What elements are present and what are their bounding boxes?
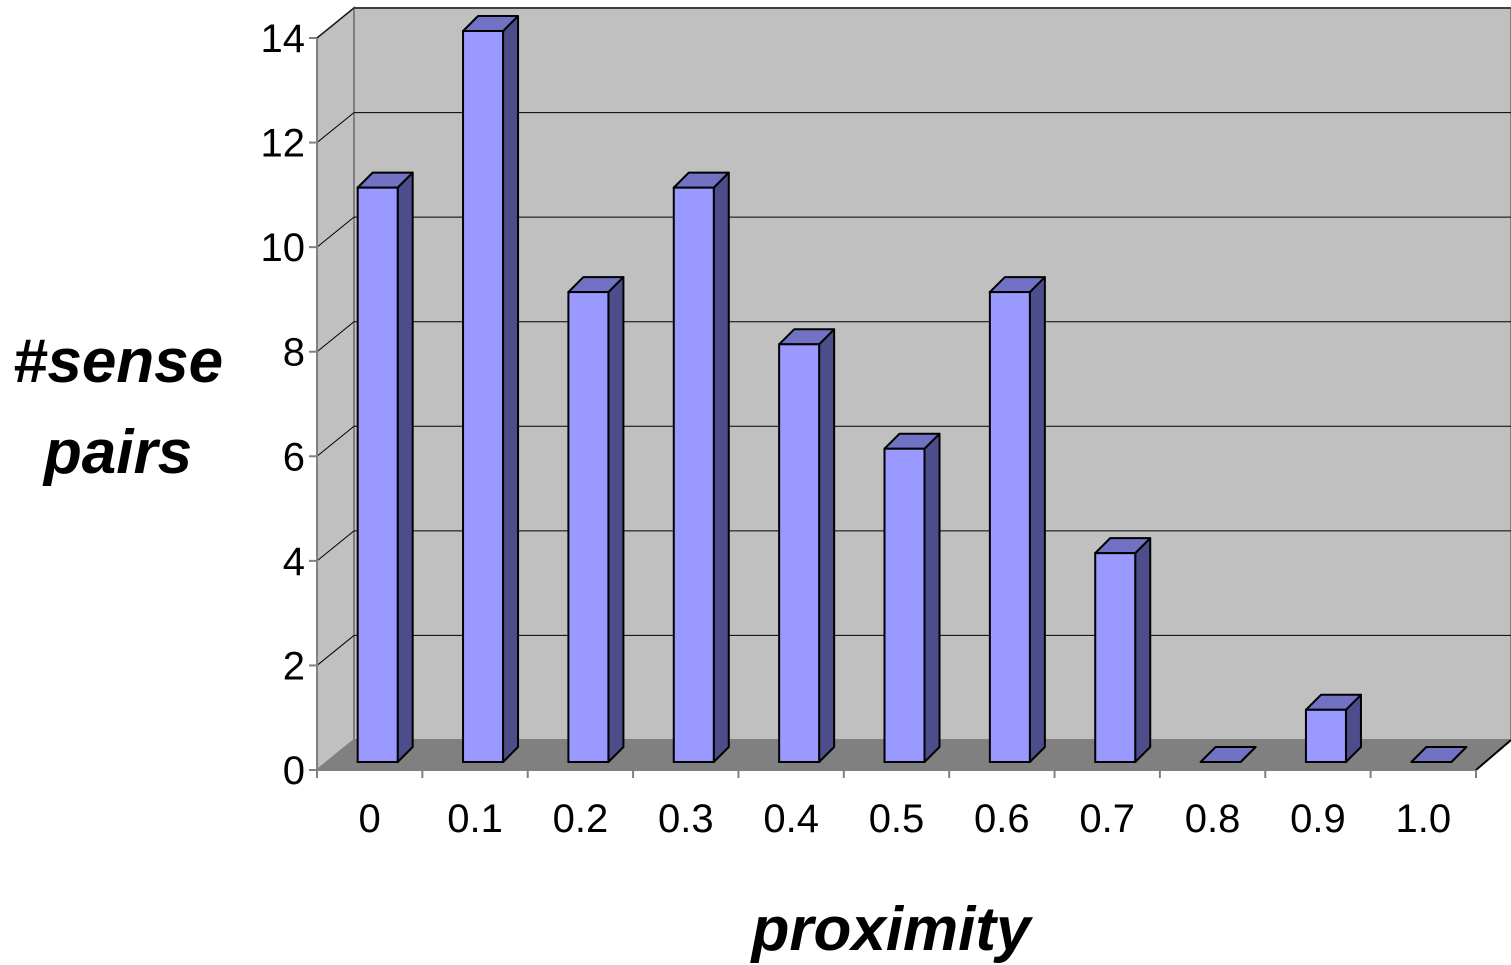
x-tick-label: 0.5 [869, 797, 925, 841]
x-tick-label: 0.6 [974, 797, 1030, 841]
y-tick-label: 12 [261, 122, 306, 166]
bar-front [462, 30, 505, 763]
bar [672, 171, 730, 763]
x-tick-label: 0 [359, 797, 381, 841]
y-tick-label: 0 [283, 749, 305, 793]
bar-side [1134, 537, 1152, 763]
x-ticks: 0 0.1 0.2 0.3 0.4 0.5 0.6 0.7 0.8 0.9 1.0 [316, 770, 1477, 841]
y-tick-label: 8 [283, 331, 305, 375]
bar-side [923, 432, 941, 763]
y-tick-label: 6 [283, 435, 305, 479]
axes [316, 38, 1511, 771]
bar [567, 276, 625, 763]
x-tick-label: 0.2 [553, 797, 609, 841]
x-axis-title: proximity [749, 895, 1034, 964]
x-tick-label: 0.1 [447, 797, 503, 841]
bar-front [1094, 552, 1137, 764]
bar [1410, 746, 1468, 763]
gridline [316, 216, 1511, 248]
x-tick-label: 0.3 [658, 797, 714, 841]
gridline [316, 530, 1511, 562]
bar-side [607, 276, 625, 763]
gridline [316, 321, 1511, 353]
x-tick-label: 0.9 [1290, 797, 1346, 841]
x-tick-label: 0.4 [763, 797, 819, 841]
y-tick-label: 4 [283, 540, 305, 584]
side-wall [316, 5, 355, 773]
bar-front [988, 291, 1031, 763]
floor-right-edge [1475, 739, 1511, 771]
bar-front [672, 186, 715, 763]
bar [778, 328, 836, 763]
y-ticks: 0 2 4 6 8 10 12 14 [261, 17, 317, 793]
gridline [316, 7, 1511, 39]
bar [883, 432, 941, 763]
bar [462, 15, 520, 763]
x-tick-label: 0.7 [1079, 797, 1135, 841]
bar-top [1410, 746, 1468, 763]
bars [356, 15, 1468, 764]
bar-top [1199, 746, 1257, 763]
bar-front [1304, 708, 1347, 763]
x-tick-label: 0.8 [1185, 797, 1241, 841]
bar [356, 171, 414, 763]
bar-front [778, 343, 821, 763]
x-tick-label: 1.0 [1396, 797, 1452, 841]
bar [1199, 746, 1257, 763]
bar-side [396, 171, 414, 763]
bar-side [502, 15, 520, 763]
bar-front [567, 291, 610, 763]
gridline [316, 425, 1511, 457]
bar-side [818, 328, 836, 763]
y-tick-label: 14 [261, 17, 306, 61]
y-axis-title-line-2: pairs [42, 418, 192, 487]
gridline [316, 112, 1511, 143]
gridlines [316, 7, 1511, 666]
y-tick-label: 10 [261, 226, 306, 270]
bar [1304, 693, 1362, 763]
y-axis-title-line-1: #sense [13, 327, 223, 396]
bar [1094, 537, 1152, 764]
bar-side [1028, 276, 1046, 763]
bar [988, 276, 1046, 763]
bar-side [712, 171, 730, 763]
y-tick-label: 2 [283, 644, 305, 688]
bar-front [356, 186, 399, 763]
bar-front [883, 447, 926, 763]
